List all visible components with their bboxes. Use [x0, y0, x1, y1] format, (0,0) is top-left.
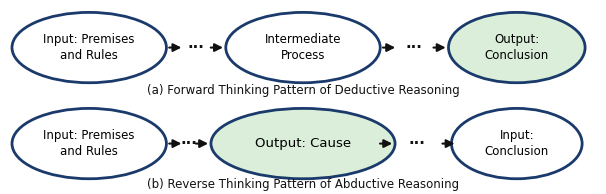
- Text: ···: ···: [406, 40, 423, 55]
- Text: Output: Cause: Output: Cause: [255, 137, 351, 150]
- Text: ···: ···: [180, 136, 197, 151]
- Ellipse shape: [451, 108, 582, 179]
- Text: Input:
Conclusion: Input: Conclusion: [485, 129, 549, 158]
- Text: Output:
Conclusion: Output: Conclusion: [485, 33, 549, 62]
- Text: Intermediate
Process: Intermediate Process: [265, 33, 341, 62]
- Text: ···: ···: [188, 40, 205, 55]
- Ellipse shape: [12, 12, 167, 83]
- Text: Input: Premises
and Rules: Input: Premises and Rules: [44, 129, 135, 158]
- Text: (a) Forward Thinking Pattern of Deductive Reasoning: (a) Forward Thinking Pattern of Deductiv…: [147, 84, 459, 97]
- Text: ···: ···: [409, 136, 426, 151]
- Text: Input: Premises
and Rules: Input: Premises and Rules: [44, 33, 135, 62]
- Ellipse shape: [211, 108, 395, 179]
- Ellipse shape: [12, 108, 167, 179]
- Text: (b) Reverse Thinking Pattern of Abductive Reasoning: (b) Reverse Thinking Pattern of Abductiv…: [147, 178, 459, 191]
- Ellipse shape: [226, 12, 380, 83]
- Ellipse shape: [448, 12, 585, 83]
